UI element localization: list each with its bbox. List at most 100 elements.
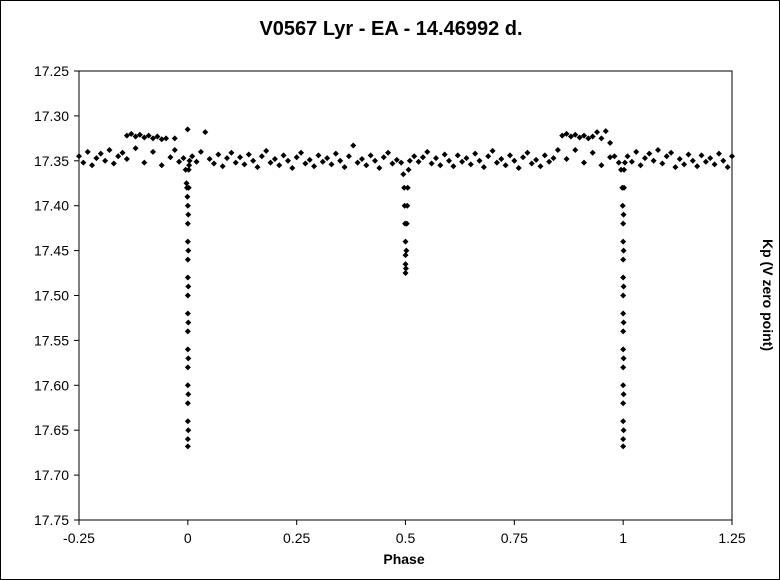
data-point (150, 135, 157, 142)
data-point (354, 159, 361, 166)
data-point (171, 147, 178, 154)
data-point (182, 166, 189, 173)
data-point (617, 166, 624, 173)
data-point (158, 136, 165, 143)
data-point (641, 155, 648, 162)
data-point (197, 148, 204, 155)
data-point (724, 164, 731, 171)
data-point (424, 148, 431, 155)
data-point (459, 158, 466, 165)
data-point (621, 184, 628, 191)
data-point (480, 164, 487, 171)
data-point (472, 150, 479, 157)
data-point (621, 159, 628, 166)
data-point (184, 202, 191, 209)
data-point (524, 149, 531, 156)
data-point (559, 132, 566, 139)
data-point (689, 157, 696, 164)
data-point (654, 147, 661, 154)
data-point (183, 180, 190, 187)
x-tick-label: 0.25 (283, 530, 310, 546)
data-point (541, 152, 548, 159)
data-point (446, 157, 453, 164)
data-point (620, 391, 627, 398)
data-point (184, 328, 191, 335)
data-point (428, 160, 435, 167)
data-point (646, 150, 653, 157)
data-point (563, 130, 570, 137)
data-point (110, 160, 117, 167)
data-point (476, 157, 483, 164)
data-point (376, 164, 383, 171)
data-point (345, 153, 352, 160)
data-point (400, 171, 407, 178)
data-point (280, 152, 287, 159)
y-tick-label: 17.25 (34, 63, 69, 79)
data-point (528, 160, 535, 167)
data-point (621, 166, 628, 173)
data-point (520, 154, 527, 161)
data-point (389, 160, 396, 167)
data-point (180, 155, 187, 162)
data-point (401, 184, 408, 191)
data-point (663, 153, 670, 160)
data-point (154, 133, 161, 140)
data-point (289, 164, 296, 171)
data-point (176, 158, 183, 165)
data-point (546, 158, 553, 165)
data-point (271, 156, 278, 163)
data-point (237, 154, 244, 161)
data-point (328, 161, 335, 168)
y-tick-label: 17.40 (34, 198, 69, 214)
data-point (80, 159, 87, 166)
data-point (184, 220, 191, 227)
data-point (332, 150, 339, 157)
data-point (620, 292, 627, 299)
data-point (405, 166, 412, 173)
x-tick-label: 0.5 (396, 530, 416, 546)
data-point (406, 157, 413, 164)
data-point (620, 436, 627, 443)
data-point (350, 142, 357, 149)
data-point (411, 153, 418, 160)
data-point (668, 149, 675, 156)
data-point (123, 132, 130, 139)
data-point (698, 152, 705, 159)
data-point (432, 155, 439, 162)
data-point (598, 162, 605, 169)
x-axis-title: Phase (383, 551, 424, 567)
data-point (489, 147, 496, 154)
data-point (437, 162, 444, 169)
data-point (184, 418, 191, 425)
y-tick-label: 17.50 (34, 288, 69, 304)
data-point (245, 151, 252, 158)
data-point (454, 152, 461, 159)
data-point (707, 155, 714, 162)
data-point (186, 157, 193, 164)
data-point (358, 156, 365, 163)
data-point (276, 162, 283, 169)
data-point (620, 211, 627, 218)
data-point (293, 154, 300, 161)
data-point (184, 292, 191, 299)
data-point (185, 211, 192, 218)
data-point (620, 220, 627, 227)
data-point (620, 364, 627, 371)
data-point (284, 157, 291, 164)
data-point (184, 436, 191, 443)
data-point (367, 152, 374, 159)
data-point (711, 161, 718, 168)
data-point (145, 132, 152, 139)
data-point (702, 158, 709, 165)
data-point (441, 151, 448, 158)
data-point (385, 149, 392, 156)
data-point (502, 162, 509, 169)
data-point (254, 164, 261, 171)
data-point (563, 156, 570, 163)
data-point (620, 283, 627, 290)
data-point (185, 319, 192, 326)
data-point (186, 162, 193, 169)
y-tick-label: 17.75 (34, 512, 69, 528)
